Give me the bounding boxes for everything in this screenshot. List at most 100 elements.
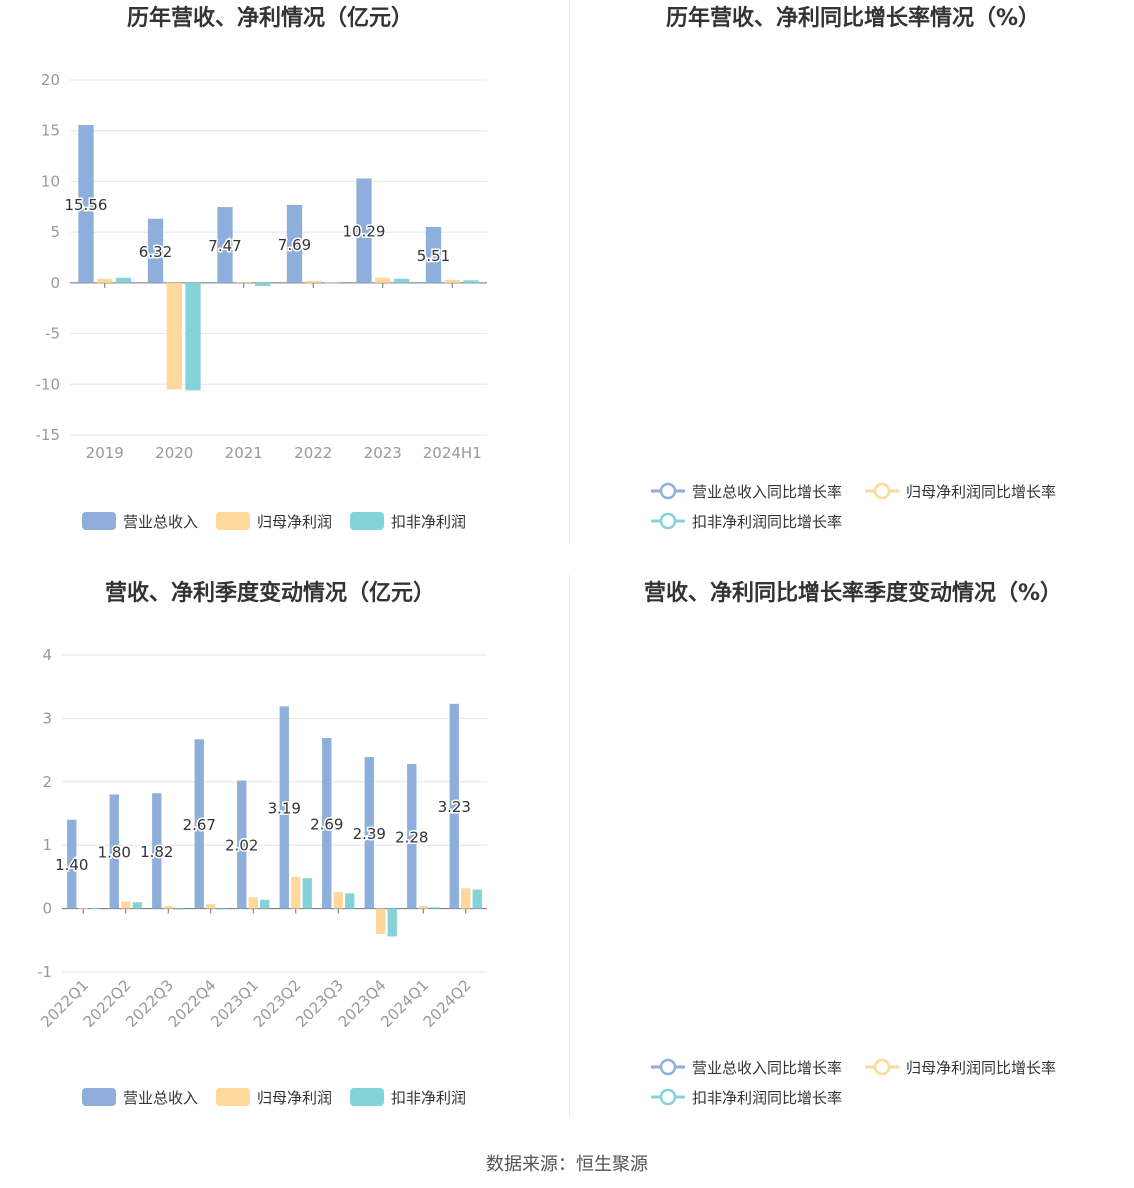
legend-label: 扣非净利润 xyxy=(391,1089,466,1107)
bar-net-profit xyxy=(78,907,88,909)
x-tick-label: 2023 xyxy=(364,444,402,462)
legend-swatch xyxy=(82,512,116,530)
bar-net-profit xyxy=(333,892,343,909)
bar-deducted-net-profit xyxy=(324,282,340,284)
bar-revenue xyxy=(425,226,442,283)
x-tick-label: 2021 xyxy=(225,444,263,462)
bar-net-profit xyxy=(163,906,173,909)
legend-label: 归母净利润 xyxy=(257,513,332,531)
quarterly-growth-rate-panel: 营收、净利同比增长率季度变动情况（%）-1,000-50005001,0001,… xyxy=(567,575,1134,1150)
data-label: 10.29 xyxy=(343,223,386,241)
bar-deducted-net-profit xyxy=(430,907,440,909)
bar-net-profit xyxy=(291,876,301,909)
y-tick-label: -10 xyxy=(36,375,61,393)
bar-deducted-net-profit xyxy=(260,899,270,909)
bar-net-profit xyxy=(375,277,391,283)
legend-swatch xyxy=(216,1088,250,1106)
legend-label: 归母净利润同比增长率 xyxy=(906,483,1056,501)
data-label: 3.19 xyxy=(268,799,301,817)
legend-label: 营业总收入同比增长率 xyxy=(692,1059,842,1077)
legend-swatch xyxy=(216,512,250,530)
bar-deducted-net-profit xyxy=(254,282,271,286)
bar-net-profit xyxy=(121,901,131,909)
bar-net-profit xyxy=(444,279,460,283)
y-tick-label: 10 xyxy=(41,172,60,190)
bar-deducted-net-profit xyxy=(115,277,132,283)
data-label: 2.02 xyxy=(225,837,258,855)
bar-deducted-net-profit xyxy=(175,908,185,910)
bar-revenue xyxy=(67,819,77,909)
chart-title: 营收、净利季度变动情况（亿元） xyxy=(105,580,435,606)
data-label: 1.80 xyxy=(98,844,131,862)
legend-label: 扣非净利润同比增长率 xyxy=(692,1089,842,1107)
bar-deducted-net-profit xyxy=(90,907,100,909)
y-tick-label: 0 xyxy=(42,900,52,918)
bar-deducted-net-profit xyxy=(463,280,479,283)
annual-revenue-profit-panel: 历年营收、净利情况（亿元） -15 -10 -5 0 5 10 15 20 2019 2020 202… xyxy=(0,0,567,575)
bar-revenue xyxy=(449,703,459,909)
chart-title: 营收、净利同比增长率季度变动情况（%） xyxy=(644,580,1062,606)
chart-title: 历年营收、净利情况（亿元） xyxy=(127,5,413,31)
legend-label: 营业总收入 xyxy=(123,1089,198,1107)
legend-swatch xyxy=(82,1088,116,1106)
bar-net-profit xyxy=(376,908,386,934)
x-tick-label: 2024Q2 xyxy=(420,976,475,1031)
data-label: 2.67 xyxy=(183,816,216,834)
quarterly-revenue-profit-chart: 营收、净利季度变动情况（亿元）-1012342022Q12022Q22022Q3… xyxy=(37,580,487,1107)
bar-net-profit xyxy=(248,897,258,909)
y-tick-label: 5 xyxy=(50,223,60,241)
bar-revenue xyxy=(217,207,233,283)
bar-deducted-net-profit xyxy=(132,902,142,909)
source-note: 数据来源：恒生聚源 xyxy=(486,1154,648,1175)
legend-label: 扣非净利润同比增长率 xyxy=(692,513,842,531)
y-tick-label: 1 xyxy=(42,836,52,854)
data-label: 15.56 xyxy=(65,196,108,214)
annual-growth-rate-chart: 历年营收、净利同比增长率情况（%）-3,000-2,000-1,00001,00… xyxy=(651,5,1056,531)
y-tick-label: 4 xyxy=(42,646,52,664)
y-tick-label: -15 xyxy=(36,426,61,444)
data-label: 2.28 xyxy=(395,828,428,846)
legend-label: 营业总收入同比增长率 xyxy=(692,483,842,501)
legend-marker xyxy=(873,1058,891,1076)
data-label: 2.69 xyxy=(310,815,343,833)
bar-deducted-net-profit xyxy=(345,893,355,909)
data-label: 3.23 xyxy=(438,798,471,816)
x-tick-label: 2022 xyxy=(294,444,332,462)
data-label: 7.69 xyxy=(278,236,311,254)
legend-marker xyxy=(873,482,891,500)
annual-growth-rate-panel: 历年营收、净利同比增长率情况（%）-3,000-2,000-1,00001,00… xyxy=(567,0,1134,575)
bar-revenue xyxy=(109,794,119,909)
bar-net-profit xyxy=(97,278,113,283)
data-label: 5.51 xyxy=(417,247,450,265)
bar-deducted-net-profit xyxy=(185,282,201,391)
bar-revenue xyxy=(286,204,303,283)
bar-revenue xyxy=(279,706,289,909)
bar-deducted-net-profit xyxy=(472,889,482,909)
bar-net-profit xyxy=(236,281,252,283)
bar-net-profit xyxy=(418,906,428,909)
data-label: 2.39 xyxy=(353,825,386,843)
bar-revenue xyxy=(152,793,162,909)
bar-revenue xyxy=(407,764,417,909)
bar-deducted-net-profit xyxy=(393,278,410,283)
legend-label: 归母净利润 xyxy=(257,1089,332,1107)
panel-divider xyxy=(569,0,570,542)
legend-label: 扣非净利润 xyxy=(391,513,466,531)
y-tick-label: 2 xyxy=(42,773,52,791)
bar-net-profit xyxy=(206,904,216,909)
x-tick-label: 2024H1 xyxy=(423,444,482,462)
y-tick-label: 20 xyxy=(41,71,60,89)
bar-deducted-net-profit xyxy=(387,908,397,937)
quarterly-revenue-profit-panel: 营收、净利季度变动情况（亿元） -1 0 1 2 3 4 2022Q1 2022Q2 2022Q3… xyxy=(0,575,567,1150)
data-label: 6.32 xyxy=(139,243,172,261)
y-tick-label: -1 xyxy=(37,963,52,981)
legend-marker xyxy=(659,512,677,530)
bar-revenue xyxy=(364,757,374,909)
y-tick-label: -5 xyxy=(45,325,60,343)
bar-net-profit xyxy=(305,280,321,283)
annual-revenue-profit-chart: 历年营收、净利情况（亿元） -15 -10 -5 0 5 10 15 20 2019 2020 202… xyxy=(36,5,487,531)
y-tick-label: 3 xyxy=(42,709,52,727)
bar-deducted-net-profit xyxy=(302,878,312,909)
bar-revenue xyxy=(194,739,204,909)
y-tick-label: 15 xyxy=(41,122,60,140)
